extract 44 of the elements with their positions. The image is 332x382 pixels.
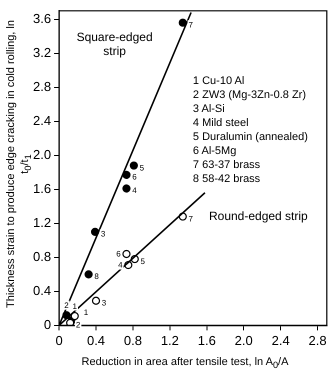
y-tick-label: 2.4 — [32, 112, 52, 128]
x-tick-label: 0.8 — [124, 332, 142, 348]
x-tick-label: 2.4 — [272, 332, 290, 348]
annotation: 3 — [100, 230, 106, 239]
y-tick-label: 0.4 — [32, 282, 52, 298]
y-tick-label: 2.8 — [32, 78, 52, 94]
annotation: 2 — [76, 320, 81, 330]
annotation: 1 — [84, 308, 89, 317]
annotation: 4 Mild steel — [192, 116, 250, 130]
annotation: 5 Duralumin (annealed) — [192, 130, 308, 144]
annotation: Square-edged strip — [76, 30, 154, 58]
annotation: 1 Cu-10 Al — [192, 74, 246, 88]
annotation: 7 — [188, 214, 194, 224]
annotation: 5 — [140, 163, 145, 172]
annotation: 4 — [132, 186, 138, 196]
x-tick-label: 0 — [55, 332, 63, 348]
annotation: Round-edged strip — [208, 208, 308, 223]
annotation: 8 58-42 brass — [192, 172, 262, 186]
annotation: 5 — [140, 256, 146, 266]
annotation: 7 63-37 brass — [192, 158, 262, 172]
y-tick-label: 3.2 — [32, 44, 52, 60]
annotation: 8 — [94, 272, 100, 282]
x-axis-title: Reduction in area after tensile test, ln A$_{0}$/A — [80, 356, 290, 370]
annotation: 3 Al-Si — [192, 102, 226, 116]
y-tick-label: 0.8 — [32, 248, 52, 264]
annotation: 6 — [116, 250, 122, 259]
y-tick-label: 2.0 — [32, 146, 52, 162]
x-tick-label: 2.8 — [308, 332, 327, 348]
annotation: 1 — [72, 302, 78, 311]
y-tick-label: 3.6 — [32, 10, 52, 26]
annotation: 3 — [102, 298, 107, 308]
annotation: 2 — [64, 300, 70, 310]
x-tick-label: 2.0 — [234, 332, 253, 348]
x-tick-label: 1.6 — [198, 332, 216, 348]
y-tick-label: 1.6 — [32, 180, 52, 196]
annotation: 6 Al-5Mg — [192, 144, 238, 158]
x-tick-label: 1.2 — [160, 332, 179, 348]
annotation: 2 ZW3 (Mg-3Zn-0.8 Zr) — [192, 88, 307, 102]
y-tick-label: 1.2 — [32, 214, 52, 230]
annotation: 7 — [188, 20, 194, 30]
annotation: 4 — [118, 260, 124, 270]
x-tick-label: 0.4 — [86, 332, 106, 348]
y-tick-label: 0 — [44, 316, 52, 332]
annotation: 6 — [132, 172, 138, 182]
